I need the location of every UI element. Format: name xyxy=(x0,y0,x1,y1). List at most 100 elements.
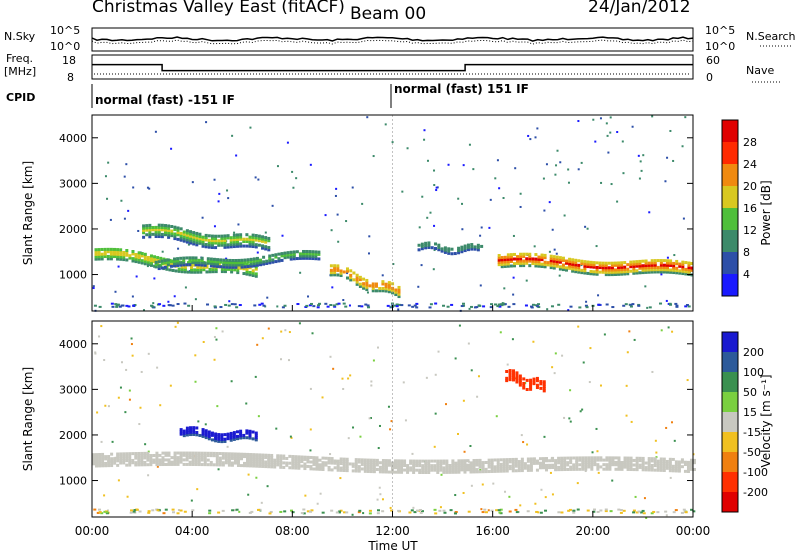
velocity-feature-1-cell xyxy=(226,434,230,438)
velocity-feature-0-cell xyxy=(176,462,180,466)
velocity-bg-cell xyxy=(213,358,216,361)
velocity-feature-0-cell xyxy=(227,456,231,460)
velocity-feature-1-cell xyxy=(220,440,224,444)
power-feature-0-cell xyxy=(211,270,215,274)
velocity-feature-0-cell xyxy=(218,458,222,462)
power-nearrange-cell xyxy=(318,302,322,305)
velocity-feature-1-cell xyxy=(182,429,186,433)
velocity-feature-0-cell xyxy=(249,464,253,468)
velocity-feature-0-cell xyxy=(273,460,277,464)
power-feature-1-cell xyxy=(192,242,196,246)
velocity-feature-0-cell xyxy=(626,458,630,462)
power-feature-4-cell xyxy=(659,263,663,267)
power-feature-2-cell xyxy=(249,260,253,264)
velocity-feature-0-cell xyxy=(185,453,189,457)
power-bg-cell xyxy=(123,175,126,178)
velocity-feature-0-cell xyxy=(258,464,262,468)
power-feature-2-cell xyxy=(268,256,272,260)
velocity-feature-0-cell xyxy=(671,467,675,471)
power-nearrange-cell xyxy=(407,304,411,307)
velocity-feature-0-cell xyxy=(511,462,515,466)
velocity-feature-0-cell xyxy=(101,457,105,461)
velocity-bg-cell xyxy=(665,514,668,517)
velocity-bg-cell xyxy=(230,380,233,383)
power-feature-1-cell xyxy=(254,236,258,240)
power-feature-2-cell xyxy=(240,258,244,262)
power-feature-4-cell xyxy=(598,261,602,265)
velocity-feature-0-cell xyxy=(560,468,564,472)
velocity-feature-1-cell xyxy=(195,426,199,430)
power-feature-4-cell xyxy=(506,262,510,266)
velocity-feature-0-cell xyxy=(569,465,573,469)
power-feature-2-cell xyxy=(185,263,189,267)
velocity-feature-1-cell xyxy=(251,437,255,441)
power-bg-cell xyxy=(217,200,220,203)
velocity-bg-cell xyxy=(686,379,689,382)
power-feature-3-cell xyxy=(368,284,372,288)
power-feature-1-cell xyxy=(248,242,252,246)
power-feature-1-cell xyxy=(195,243,199,247)
power-bg-cell xyxy=(276,165,279,168)
power-feature-4-cell xyxy=(497,263,501,267)
velocity-feature-0-cell xyxy=(693,461,696,465)
velocity-feature-0-cell xyxy=(439,459,443,463)
velocity-nearrange-cell xyxy=(98,508,102,511)
power-feature-4-cell xyxy=(500,256,504,260)
velocity-feature-0-cell xyxy=(644,468,648,472)
power-feature-4-cell xyxy=(503,262,507,266)
velocity-bg-cell xyxy=(378,424,381,427)
velocity-bg-cell xyxy=(130,337,133,340)
power-feature-2-cell xyxy=(179,261,183,265)
power-bg-cell xyxy=(651,115,654,118)
velocity-feature-0-cell xyxy=(315,465,319,469)
power-feature-0-cell xyxy=(94,248,98,252)
velocity-nearrange-cell xyxy=(233,509,237,512)
power-feature-1-cell xyxy=(242,240,246,244)
velocity-feature-0-cell xyxy=(478,470,482,474)
velocity-feature-0-cell xyxy=(179,456,183,460)
power-feature-5-cell xyxy=(420,244,424,248)
power-feature-4-cell xyxy=(641,264,645,268)
power-bg-cell xyxy=(351,186,354,189)
velocity-feature-2-cell xyxy=(542,387,546,391)
power-bg-cell xyxy=(536,127,539,130)
velocity-feature-0-cell xyxy=(505,462,509,466)
power-feature-1-cell xyxy=(229,236,233,240)
power-feature-2-cell xyxy=(308,254,312,258)
power-feature-4-cell xyxy=(623,265,627,269)
power-feature-3-cell xyxy=(339,271,343,275)
power-feature-5-cell xyxy=(476,243,480,247)
velocity-bg-cell xyxy=(144,443,147,446)
power-feature-4-cell xyxy=(684,272,688,276)
velocity-feature-0-cell xyxy=(375,461,379,465)
velocity-feature-2-cell xyxy=(542,382,546,386)
velocity-nearrange-cell xyxy=(342,511,346,514)
velocity-feature-1-cell xyxy=(239,436,243,440)
velocity-feature-0-cell xyxy=(345,462,349,466)
velocity-feature-0-cell xyxy=(545,457,549,461)
velocity-feature-0-cell xyxy=(487,470,491,474)
power-feature-0-cell xyxy=(125,248,129,252)
velocity-feature-0-cell xyxy=(623,461,627,465)
power-feature-4-cell xyxy=(500,260,504,264)
power-feature-3-cell xyxy=(339,274,343,278)
power-feature-2-cell xyxy=(154,265,158,269)
power-feature-2-cell xyxy=(212,260,216,264)
power-feature-4-cell xyxy=(647,268,651,272)
power-bg-cell xyxy=(226,189,229,192)
velocity-feature-2-cell xyxy=(518,376,522,380)
power-feature-4-cell xyxy=(543,260,547,264)
power-bg-cell xyxy=(257,178,260,181)
power-feature-3-cell xyxy=(371,284,375,288)
power-feature-0-cell xyxy=(193,268,197,272)
velocity-nearrange-cell xyxy=(172,511,176,514)
power-feature-1-cell xyxy=(179,231,183,235)
velocity-colorbar-tick-label-4: -15 xyxy=(743,426,761,439)
power-feature-4-cell xyxy=(565,261,569,265)
power-feature-5-cell xyxy=(460,250,464,254)
velocity-feature-0-cell xyxy=(545,459,549,463)
velocity-feature-0-cell xyxy=(324,456,328,460)
power-feature-3-cell xyxy=(381,289,385,293)
nave-label: Nave xyxy=(746,64,774,77)
power-feature-0-cell xyxy=(140,259,144,263)
